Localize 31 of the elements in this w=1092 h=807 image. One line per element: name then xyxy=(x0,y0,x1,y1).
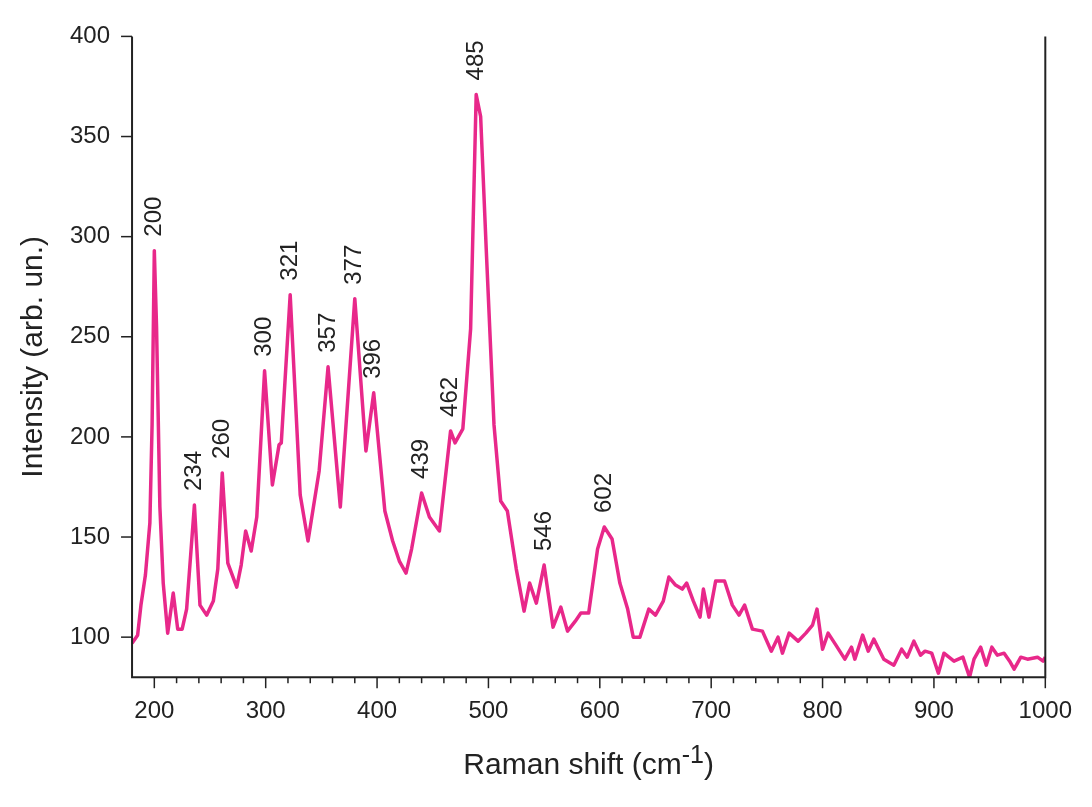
y-tick-label: 150 xyxy=(70,521,111,549)
annotation: 602 xyxy=(588,472,616,514)
x-tick-label: 900 xyxy=(913,696,954,724)
x-tick-label: 800 xyxy=(802,696,843,724)
x-tick-label: 1000 xyxy=(1018,696,1072,724)
y-tick-label: 400 xyxy=(70,21,111,49)
y-tick-label: 350 xyxy=(70,121,111,149)
x-tick-label: 700 xyxy=(691,696,732,724)
annotation: 357 xyxy=(312,312,340,353)
y-tick-label: 200 xyxy=(70,421,111,449)
x-tick-label: 500 xyxy=(468,696,509,724)
annotation: 485 xyxy=(460,40,488,81)
x-axis-title: Raman shift (cm$^{-1}$) xyxy=(463,740,714,781)
x-tick-label: 400 xyxy=(357,696,398,724)
x-tick-label: 300 xyxy=(245,696,286,724)
y-axis-title: Intensity (arb. un.) xyxy=(15,235,49,478)
annotation: 439 xyxy=(406,438,434,479)
x-tick-label: 200 xyxy=(134,696,175,724)
annotation: 377 xyxy=(339,244,367,285)
annotation: 546 xyxy=(528,511,556,552)
annotation: 462 xyxy=(435,376,463,417)
annotation: 200 xyxy=(138,196,166,237)
y-tick-label: 250 xyxy=(70,321,111,349)
annotation: 300 xyxy=(249,316,277,357)
annotation: 234 xyxy=(179,450,207,491)
annotation: 321 xyxy=(274,240,302,281)
annotation: 260 xyxy=(206,418,234,459)
x-tick-label: 600 xyxy=(579,696,620,724)
annotation: 396 xyxy=(358,338,386,379)
y-tick-label: 100 xyxy=(70,621,111,649)
y-tick-label: 300 xyxy=(70,221,111,249)
